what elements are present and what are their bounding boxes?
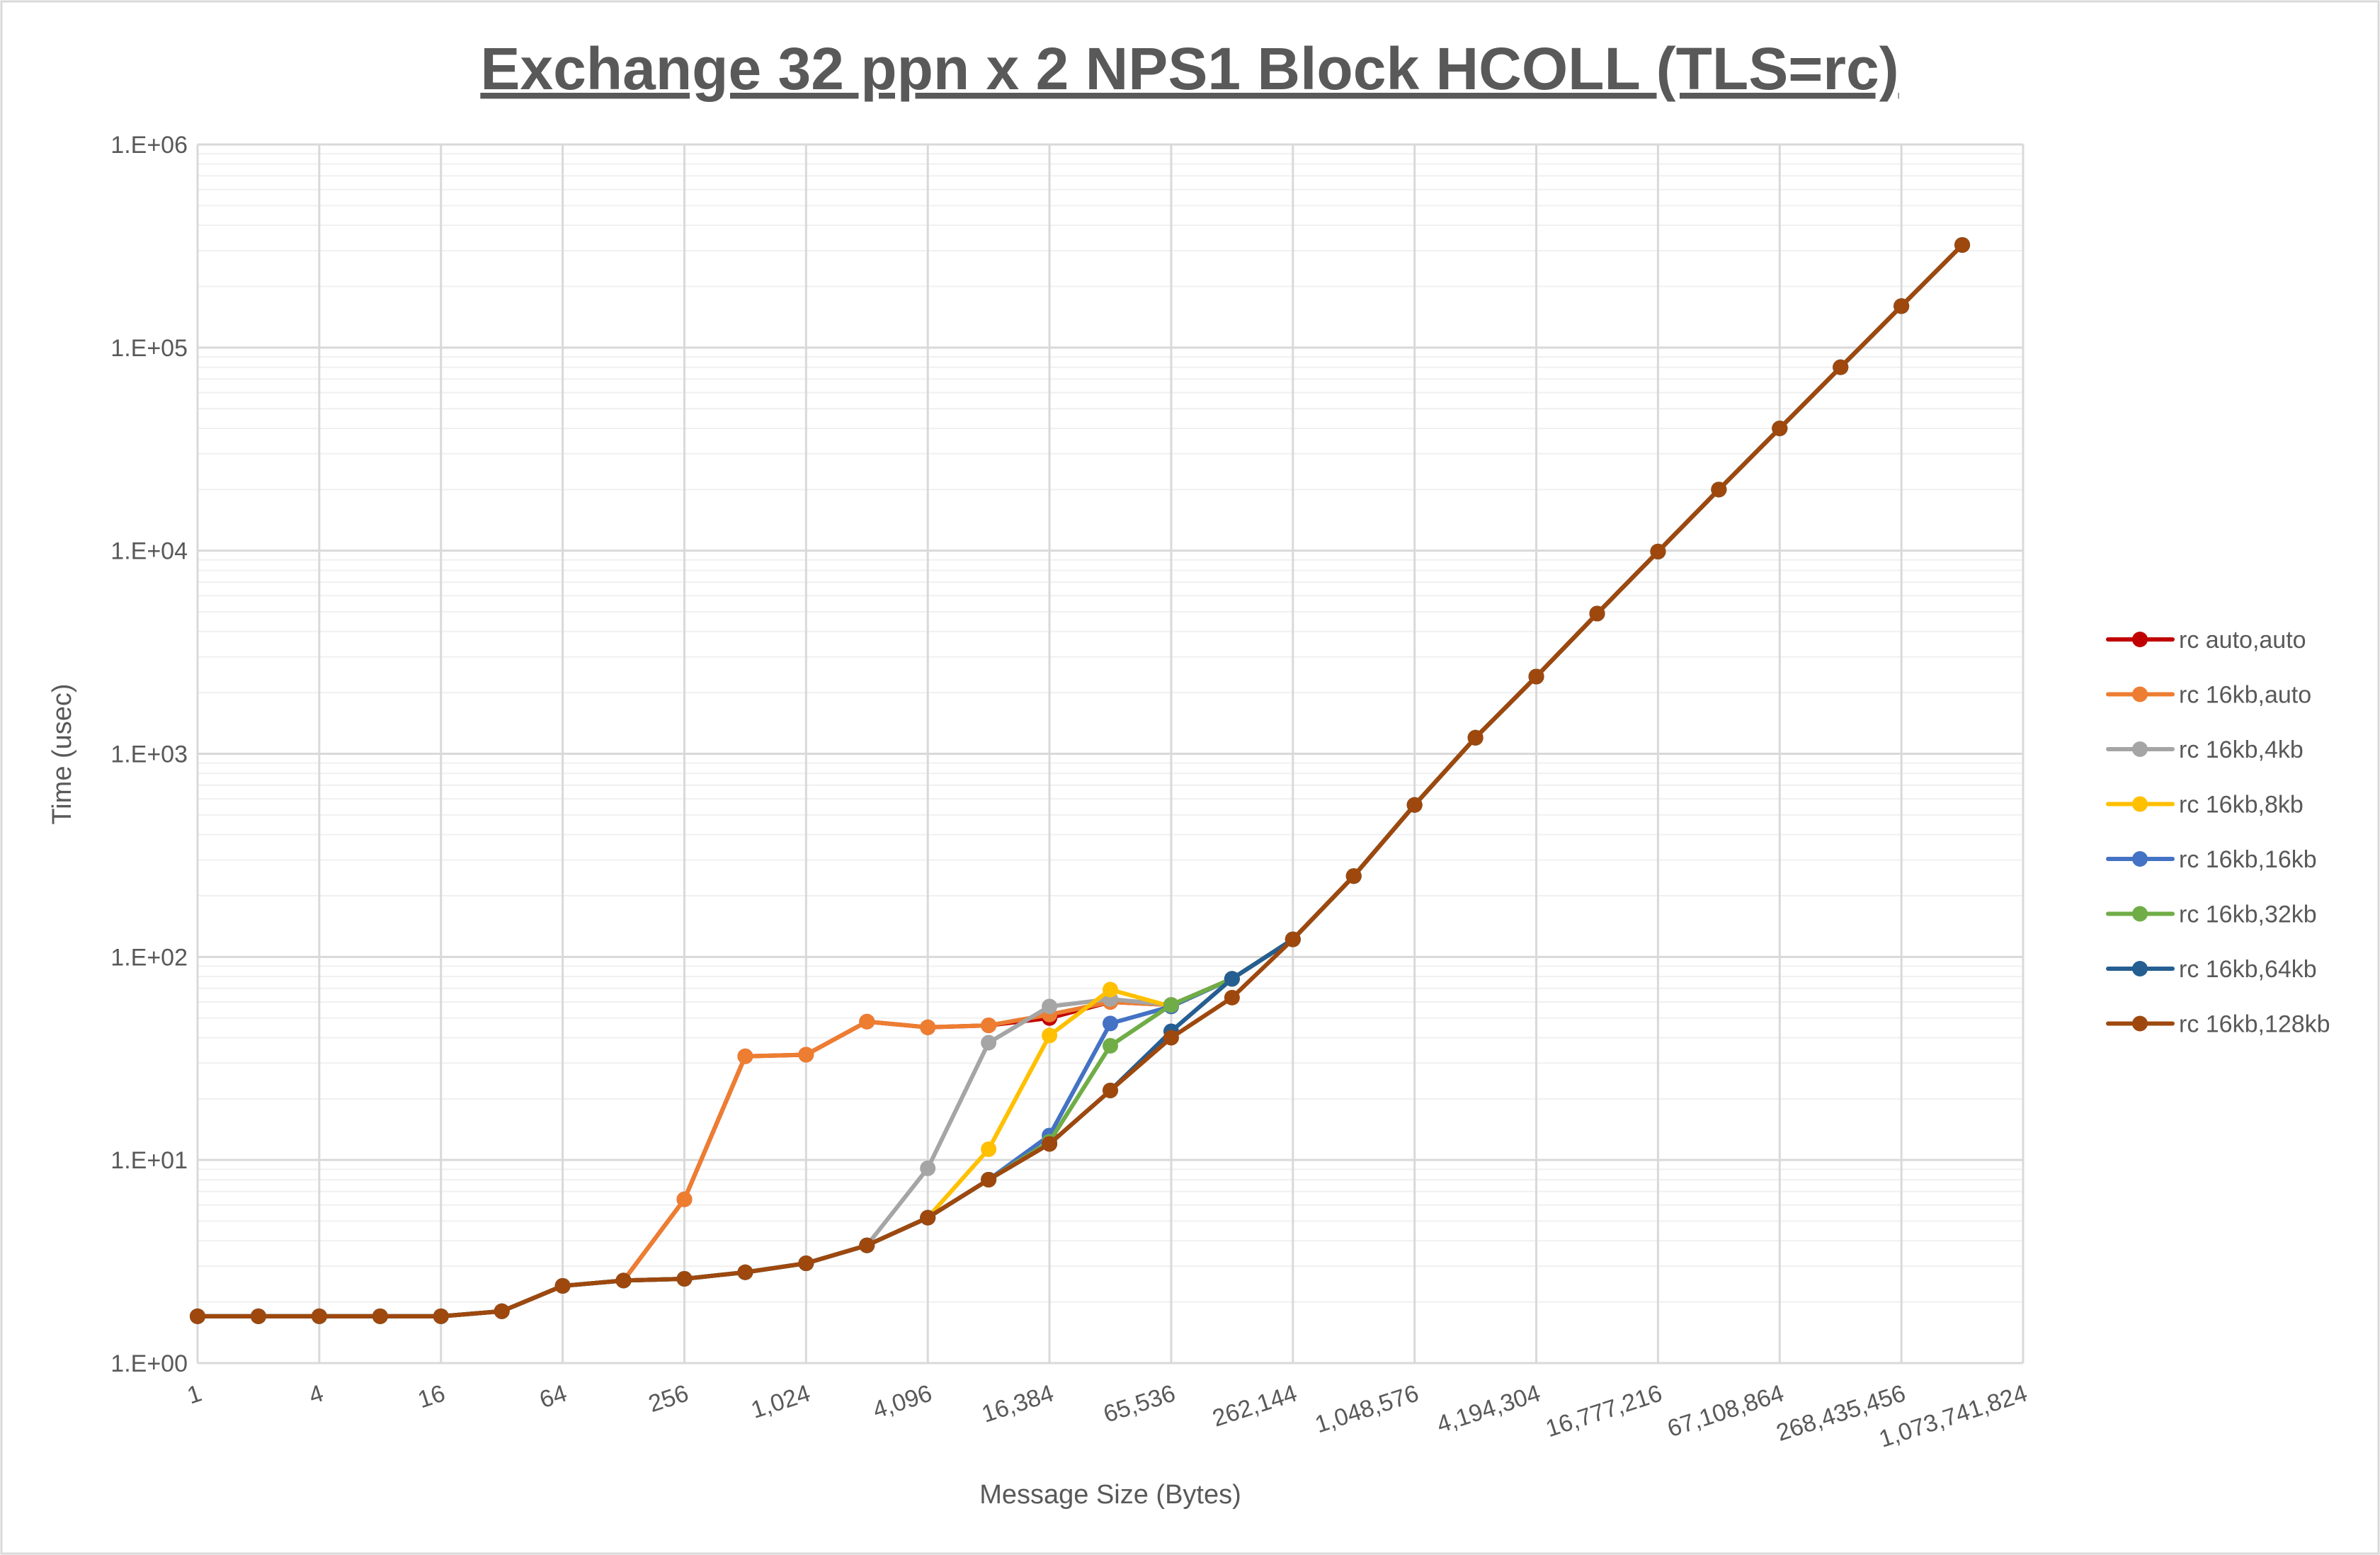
y-tick-label: 1.E+05 (110, 335, 188, 362)
legend-marker (2132, 1015, 2148, 1032)
data-point (494, 1303, 510, 1319)
legend-label: rc 16kb,8kb (2179, 792, 2304, 819)
legend-marker (2132, 906, 2148, 922)
y-tick-label: 1.E+01 (110, 1147, 188, 1174)
legend-label: rc 16kb,32kb (2179, 901, 2317, 928)
data-point (981, 1018, 997, 1034)
chart-title: Exchange 32 ppn x 2 NPS1 Block HCOLL (TL… (480, 35, 1898, 102)
data-point (1103, 1082, 1118, 1098)
legend-marker (2132, 741, 2148, 757)
legend-item: rc 16kb,64kb (2106, 956, 2317, 983)
y-tick-label: 1.E+02 (110, 944, 188, 971)
data-point (920, 1209, 936, 1226)
legend-label: rc auto,auto (2179, 627, 2306, 654)
data-point (859, 1237, 875, 1253)
legend-marker (2132, 632, 2148, 647)
data-point (1042, 998, 1058, 1015)
data-point (1833, 359, 1849, 375)
data-point (1711, 482, 1727, 498)
data-point (1103, 1015, 1118, 1032)
legend-label: rc 16kb,64kb (2179, 956, 2317, 983)
data-point (859, 1013, 875, 1030)
data-point (1954, 237, 1971, 253)
data-point (433, 1308, 449, 1324)
legend-marker (2132, 851, 2148, 867)
data-point (1894, 298, 1910, 314)
legend-marker (2132, 686, 2148, 702)
data-point (250, 1308, 266, 1324)
data-point (920, 1019, 936, 1035)
legend-label: rc 16kb,16kb (2179, 846, 2317, 873)
data-point (1042, 1136, 1058, 1152)
data-point (737, 1048, 753, 1064)
legend-item: rc 16kb,16kb (2106, 846, 2317, 873)
data-point (1224, 989, 1240, 1006)
legend-item: rc 16kb,8kb (2106, 792, 2304, 819)
y-axis-label: Time (usec) (47, 683, 77, 824)
y-tick-label: 1.E+06 (110, 132, 188, 159)
data-point (1772, 420, 1788, 436)
data-point (190, 1308, 205, 1324)
data-point (1042, 1027, 1058, 1044)
legend-label: rc 16kb,128kb (2179, 1011, 2330, 1038)
data-point (676, 1191, 693, 1207)
data-point (920, 1160, 936, 1176)
series-lines (190, 237, 1971, 1324)
legend-marker (2132, 961, 2148, 976)
legend: rc auto,auto rc 16kb,auto rc 16kb,4kb rc 16… (2106, 627, 2330, 1038)
data-point (1163, 1030, 1179, 1046)
data-point (676, 1270, 693, 1287)
legend-item: rc 16kb,4kb (2106, 736, 2304, 763)
data-point (737, 1264, 753, 1280)
legend-item: rc auto,auto (2106, 627, 2306, 654)
data-point (981, 1141, 997, 1157)
x-axis-label: Message Size (Bytes) (979, 1480, 1241, 1510)
y-tick-label: 1.E+00 (110, 1350, 188, 1377)
legend-label: rc 16kb,auto (2179, 682, 2311, 709)
data-point (981, 1171, 997, 1187)
data-point (615, 1272, 632, 1289)
data-point (981, 1035, 997, 1051)
data-point (1528, 668, 1544, 685)
data-point (1589, 605, 1605, 622)
data-point (798, 1255, 814, 1272)
y-tick-label: 1.E+03 (110, 741, 188, 768)
legend-marker (2132, 796, 2148, 812)
data-point (1103, 981, 1118, 998)
data-point (1285, 931, 1301, 947)
data-point (1650, 543, 1666, 559)
data-point (1224, 971, 1240, 987)
series-line (198, 243, 1964, 1318)
data-point (1406, 797, 1423, 813)
legend-label: rc 16kb,4kb (2179, 736, 2304, 763)
data-point (798, 1047, 814, 1063)
data-point (1345, 868, 1362, 884)
y-tick-label: 1.E+04 (110, 538, 188, 565)
legend-item: rc 16kb,32kb (2106, 901, 2317, 928)
data-point (1163, 997, 1179, 1013)
data-point (554, 1277, 571, 1294)
data-point (372, 1308, 388, 1324)
data-point (311, 1308, 327, 1324)
legend-item: rc 16kb,128kb (2106, 1011, 2330, 1038)
data-point (1103, 1037, 1118, 1054)
data-point (1467, 729, 1484, 746)
series-rc-16kb-128kb (190, 237, 1971, 1324)
legend-item: rc 16kb,auto (2106, 682, 2311, 709)
